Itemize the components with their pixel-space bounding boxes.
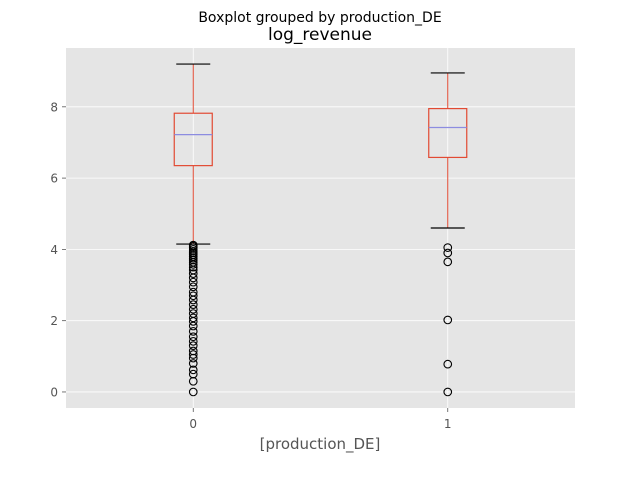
plot-area (66, 48, 575, 408)
outlier-point (188, 365, 198, 375)
x-tick-label: 1 (444, 417, 452, 431)
outlier-point (188, 376, 198, 386)
outlier-point (188, 317, 198, 326)
chart-title: log_revenue (268, 25, 372, 45)
outlier-point (443, 243, 453, 252)
box-iqr (428, 107, 468, 159)
outlier-point (188, 282, 198, 292)
outlier-point (188, 341, 198, 350)
outlier-point (188, 269, 198, 278)
y-tick-label: 0 (50, 385, 58, 399)
outlier-point (188, 260, 198, 269)
outlier-point (188, 359, 198, 368)
outlier-point (188, 304, 198, 314)
outlier-point (188, 387, 198, 397)
outlier-point (188, 336, 198, 346)
x-tick-label: 0 (189, 417, 197, 431)
outlier-point (188, 327, 198, 336)
outlier-point (188, 313, 198, 323)
outlier-point (188, 273, 198, 283)
y-tick-label: 2 (50, 314, 58, 328)
outlier-point (188, 300, 198, 309)
y-axis-ticks: 0 2 4 6 8 (50, 100, 66, 399)
outlier-point (443, 359, 453, 369)
y-tick-label: 6 (50, 172, 58, 186)
box-iqr (173, 112, 213, 167)
x-axis-label: [production_DE] (260, 435, 381, 454)
outlier-point (188, 332, 198, 342)
outlier-point (443, 257, 453, 267)
outlier-point (188, 291, 198, 301)
y-tick-label: 8 (50, 100, 58, 114)
outlier-point (188, 277, 198, 287)
box-group-1 (428, 72, 468, 397)
outlier-point (188, 295, 198, 305)
outlier-point (443, 248, 453, 258)
box-group-0 (173, 63, 213, 397)
outlier-point (188, 353, 198, 363)
outlier-point (188, 350, 198, 359)
outlier-point (443, 315, 453, 325)
outlier-point (188, 262, 198, 272)
outlier-point (188, 321, 198, 331)
chart-suptitle: Boxplot grouped by production_DE (198, 10, 441, 26)
outlier-point (443, 387, 453, 397)
boxes (173, 63, 468, 397)
y-tick-label: 4 (50, 243, 58, 257)
